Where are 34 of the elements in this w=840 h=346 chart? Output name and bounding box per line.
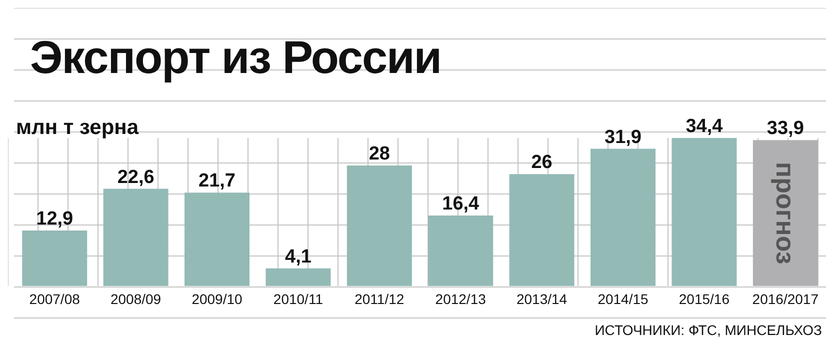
x-tick-label: 2007/08 bbox=[29, 290, 80, 307]
x-tick-label: 2010/11 bbox=[273, 290, 324, 307]
bar bbox=[672, 138, 737, 286]
data-label: 26 bbox=[531, 152, 552, 174]
data-label: 12,9 bbox=[36, 208, 74, 230]
bar bbox=[266, 268, 331, 286]
bar bbox=[428, 215, 494, 286]
bar bbox=[346, 166, 412, 286]
x-tick-label: 2013/14 bbox=[516, 290, 568, 307]
bar bbox=[22, 230, 88, 286]
text: ИСТОЧНИКИ: ФТС, МИНСЕЛЬХОЗ bbox=[594, 322, 822, 338]
bar bbox=[590, 148, 656, 286]
bar bbox=[103, 188, 168, 286]
bar bbox=[184, 192, 250, 286]
data-label: 16,4 bbox=[442, 193, 480, 214]
chart-title: Экспорт из России bbox=[30, 30, 442, 84]
data-label: 31,9 bbox=[604, 126, 642, 148]
x-tick-label: 2008/09 bbox=[110, 290, 162, 307]
data-label: 33,9 bbox=[766, 118, 804, 140]
data-label: 22,6 bbox=[117, 166, 154, 188]
x-tick-label: 2012/13 bbox=[435, 290, 486, 307]
data-label: 28 bbox=[368, 144, 390, 165]
x-tick-label: 2015/16 bbox=[678, 290, 730, 307]
annotation: прогноз bbox=[770, 162, 800, 264]
x-tick-label: 2009/10 bbox=[192, 290, 243, 307]
data-label: 21,7 bbox=[198, 170, 236, 192]
bar bbox=[509, 174, 574, 286]
x-tick-label: 2014/15 bbox=[598, 290, 649, 307]
bar bbox=[752, 140, 818, 286]
data-label: 34,4 bbox=[686, 116, 724, 137]
y-axis-title: млн т зерна bbox=[16, 116, 139, 140]
x-tick-label: 2016/2017 bbox=[752, 290, 819, 307]
x-tick-label: 2011/12 bbox=[354, 290, 404, 307]
data-label: 4,1 bbox=[285, 246, 312, 268]
